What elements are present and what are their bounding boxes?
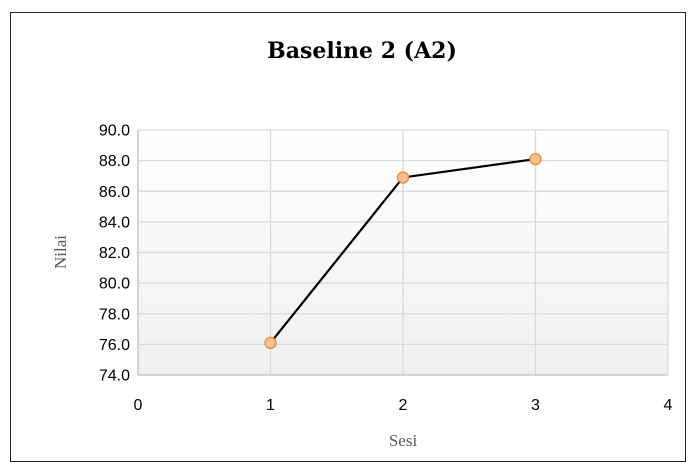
y-tick-label: 84.0 bbox=[99, 214, 130, 231]
y-tick-label: 80.0 bbox=[99, 276, 130, 293]
grid bbox=[138, 129, 669, 375]
x-tick-label: 1 bbox=[266, 397, 275, 414]
y-tick-label: 74.0 bbox=[99, 368, 130, 385]
x-axis-label: Sesi bbox=[389, 431, 418, 450]
x-tick-label: 4 bbox=[664, 397, 673, 414]
x-tick-label: 0 bbox=[134, 397, 143, 414]
y-tick-label: 90.0 bbox=[99, 123, 130, 140]
y-tick-label: 78.0 bbox=[99, 306, 130, 323]
data-point-marker bbox=[264, 336, 277, 349]
series-group bbox=[264, 152, 542, 349]
y-tick-label: 88.0 bbox=[99, 153, 130, 170]
data-point-marker bbox=[529, 152, 542, 166]
x-tick-label: 3 bbox=[531, 397, 540, 414]
axes bbox=[137, 130, 668, 376]
y-tick-label: 76.0 bbox=[99, 337, 130, 354]
x-tick-label: 2 bbox=[399, 397, 408, 414]
chart-title: Baseline 2 (A2) bbox=[267, 38, 457, 64]
y-tick-label: 82.0 bbox=[99, 245, 130, 262]
data-point-marker bbox=[396, 171, 410, 184]
tick-labels: 74.0 76.0 78.0 80.0 82.0 84.0 86.0 88.0 90.0 0 1 2 3… bbox=[99, 123, 673, 415]
y-tick-label: 86.0 bbox=[99, 184, 130, 201]
y-axis-label: Nilai bbox=[51, 235, 70, 269]
